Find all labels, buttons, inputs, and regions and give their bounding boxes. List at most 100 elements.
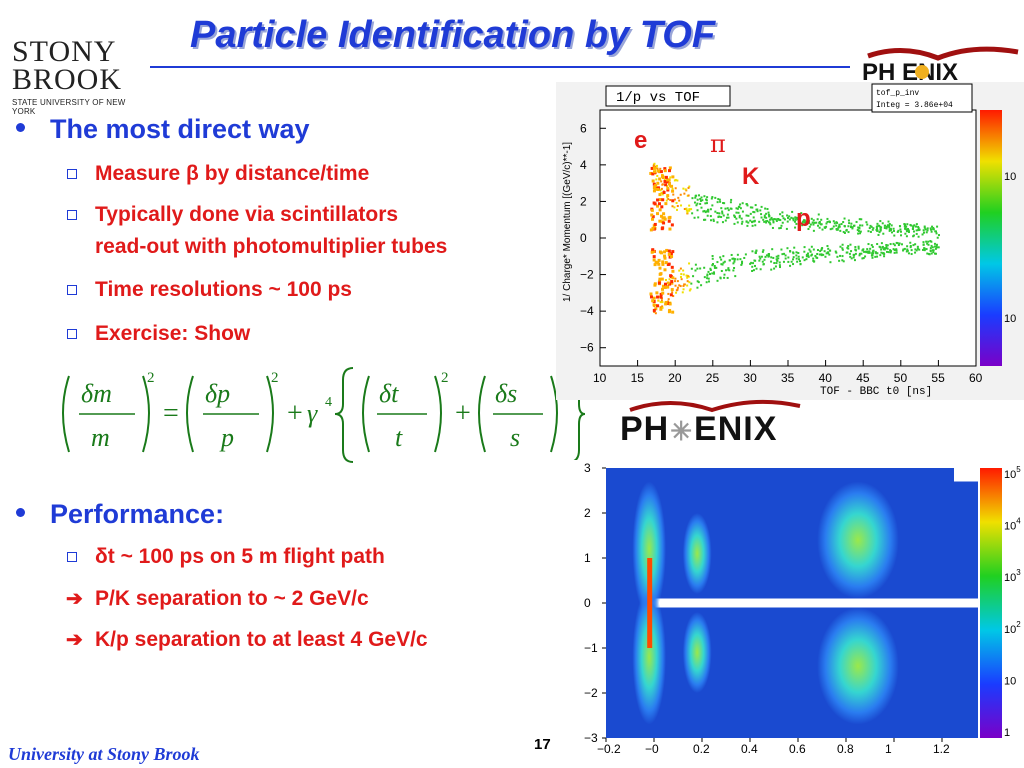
plot1-scatter-point bbox=[878, 231, 881, 234]
plot1-scatter-point bbox=[926, 229, 929, 232]
plot1-scatter-point bbox=[836, 228, 839, 231]
plot1-scatter-point bbox=[786, 220, 789, 223]
plot1-scatter-point bbox=[877, 233, 880, 236]
plot2-core-line bbox=[647, 558, 653, 648]
plot1-scatter-point bbox=[656, 167, 659, 170]
plot1-scatter-point bbox=[861, 249, 864, 252]
plot1-scatter-point bbox=[673, 206, 676, 209]
plot1-scatter-point bbox=[676, 286, 679, 289]
plot1-scatter-point bbox=[829, 228, 832, 231]
plot1-scatter-point bbox=[706, 277, 709, 280]
plot1-core-point bbox=[649, 228, 653, 232]
plot1-scatter-point bbox=[717, 215, 720, 218]
plot1-scatter-point bbox=[661, 193, 664, 196]
plot1-scatter-point bbox=[666, 196, 669, 199]
plot1-scatter-point bbox=[711, 263, 714, 266]
plot1-scatter-point bbox=[888, 229, 891, 232]
plot1-scatter-point bbox=[917, 225, 920, 228]
plot1-scatter-point bbox=[737, 211, 740, 214]
plot1-scatter-point bbox=[733, 222, 736, 225]
subbullet-exercise: Exercise: Show bbox=[67, 318, 250, 350]
plot1-scatter-point bbox=[795, 222, 798, 225]
plot1-scatter-point bbox=[785, 227, 788, 230]
plot1-scatter-point bbox=[792, 217, 795, 220]
plot2-ytick-label: 3 bbox=[584, 461, 591, 475]
plot1-core-point bbox=[670, 280, 674, 284]
logo-line1: STONY bbox=[12, 35, 117, 68]
plot1-scatter-point bbox=[879, 220, 882, 223]
plot1-scatter-point bbox=[801, 256, 804, 259]
plot1-core-point bbox=[671, 276, 675, 280]
plot1-scatter-point bbox=[847, 247, 850, 250]
svg-text:m: m bbox=[91, 423, 110, 452]
plot1-core-point bbox=[664, 175, 668, 179]
plot1-scatter-point bbox=[697, 281, 700, 284]
plot1-scatter-point bbox=[856, 229, 859, 232]
plot1-scatter-point bbox=[880, 248, 883, 251]
plot1-scatter-point bbox=[676, 205, 679, 208]
square-bullet-icon bbox=[67, 285, 77, 295]
plot1-scatter-point bbox=[775, 258, 778, 261]
plot1-scatter-point bbox=[829, 261, 832, 264]
plot1-scatter-point bbox=[701, 199, 704, 202]
plot1-scatter-point bbox=[709, 208, 712, 211]
sunburst-icon: ✳ bbox=[670, 416, 694, 446]
plot1-scatter-point bbox=[764, 207, 767, 210]
plot1-scatter-point bbox=[695, 204, 698, 207]
plot1-scatter-point bbox=[914, 243, 917, 246]
plot1-scatter-point bbox=[915, 229, 918, 232]
plot1-core-point bbox=[663, 268, 667, 272]
plot2-xtick-label: 1.2 bbox=[933, 742, 950, 756]
plot1-scatter-point bbox=[826, 220, 829, 223]
plot1-core-point bbox=[661, 287, 665, 291]
plot1-scatter-point bbox=[745, 220, 748, 223]
plot1-scatter-point bbox=[847, 245, 850, 248]
plot1-scatter-point bbox=[676, 208, 679, 211]
plot1-scatter-point bbox=[789, 250, 792, 253]
plot1-ytick-label: 4 bbox=[580, 158, 587, 172]
plot1-core-point bbox=[650, 250, 654, 254]
plot1-scatter-point bbox=[798, 226, 801, 229]
plot1-scatter-point bbox=[733, 258, 736, 261]
plot1-xlabel: TOF - BBC t0 [ns] bbox=[820, 386, 932, 398]
plot1-scatter-point bbox=[704, 202, 707, 205]
plot1-scatter-point bbox=[807, 220, 810, 223]
plot1-scatter-point bbox=[674, 284, 677, 287]
plot1-scatter-point bbox=[792, 258, 795, 261]
plot1-scatter-point bbox=[906, 248, 909, 251]
plot1-scatter-point bbox=[926, 227, 929, 230]
plot1-scatter-point bbox=[739, 203, 742, 206]
plot1-scatter-point bbox=[667, 198, 670, 201]
plot1-scatter-point bbox=[691, 212, 694, 215]
plot1-scatter-point bbox=[900, 234, 903, 237]
plot1-core-point bbox=[652, 258, 656, 262]
plot1-scatter-point bbox=[766, 219, 769, 222]
plot1-scatter-point bbox=[706, 210, 709, 213]
plot1-scatter-point bbox=[870, 225, 873, 228]
plot1-scatter-point bbox=[736, 258, 739, 261]
plot1-scatter-point bbox=[696, 267, 699, 270]
plot1-core-point bbox=[649, 171, 653, 175]
plot1-scatter-point bbox=[795, 257, 798, 260]
plot1-scatter-point bbox=[661, 183, 664, 186]
plot1-scatter-point bbox=[934, 230, 937, 233]
plot1-core-point bbox=[658, 277, 662, 281]
plot1-scatter-point bbox=[672, 295, 675, 298]
plot1-scatter-point bbox=[688, 204, 691, 207]
plot1-core-point bbox=[659, 307, 663, 311]
plot1-scatter-point bbox=[746, 224, 749, 227]
slide-title: Particle Identification by TOF bbox=[190, 14, 716, 56]
plot1-scatter-point bbox=[904, 227, 907, 230]
plot1-scatter-point bbox=[671, 205, 674, 208]
plot1-scatter-point bbox=[883, 224, 886, 227]
plot1-scatter-point bbox=[773, 218, 776, 221]
svg-text:s: s bbox=[510, 423, 520, 452]
plot1-scatter-point bbox=[870, 244, 873, 247]
plot1-scatter-point bbox=[795, 251, 798, 254]
plot1-scatter-point bbox=[916, 247, 919, 250]
plot1-scatter-point bbox=[883, 248, 886, 251]
logo-line2: BROOK bbox=[12, 63, 123, 96]
plot1-scatter-point bbox=[674, 178, 677, 181]
plot1-scatter-point bbox=[883, 226, 886, 229]
plot1-scatter-point bbox=[732, 269, 735, 272]
